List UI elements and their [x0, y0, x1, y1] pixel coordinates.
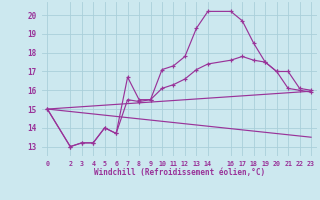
X-axis label: Windchill (Refroidissement éolien,°C): Windchill (Refroidissement éolien,°C): [94, 168, 265, 177]
